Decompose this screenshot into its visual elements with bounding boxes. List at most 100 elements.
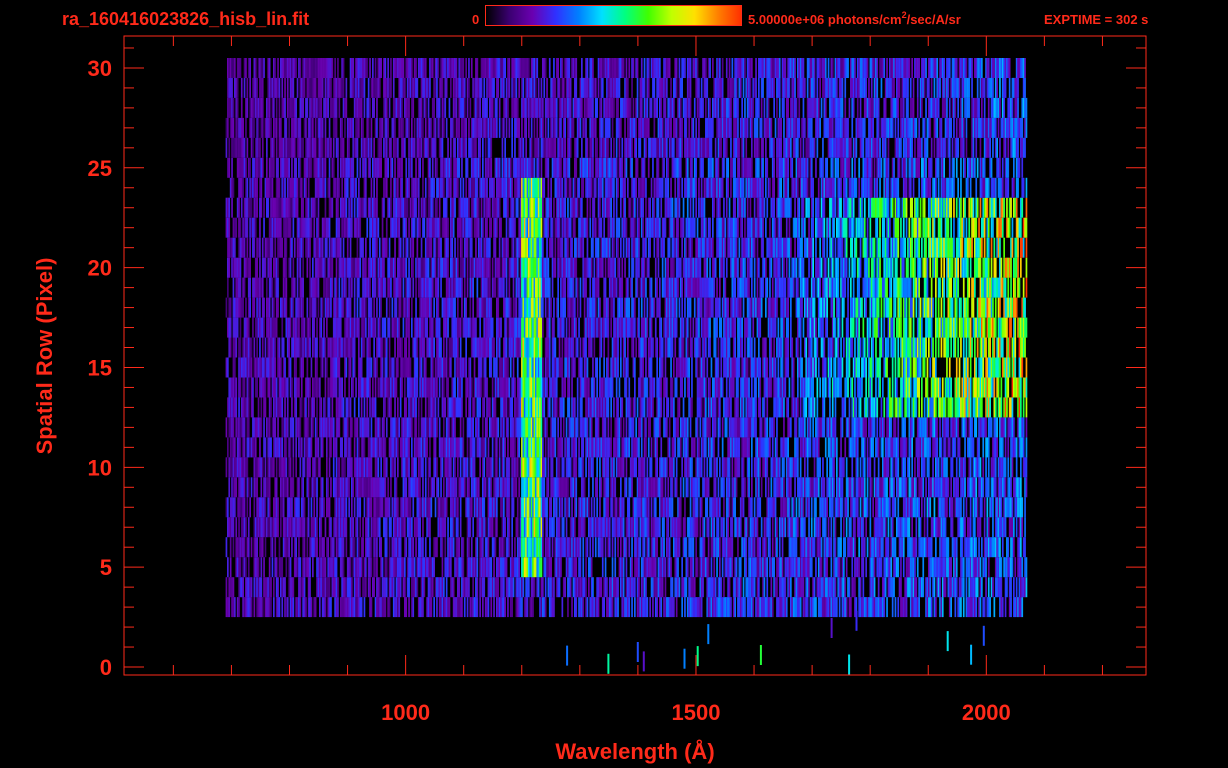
heatmap-cell (437, 577, 440, 598)
heatmap-cell (242, 437, 244, 458)
heatmap-cell (994, 497, 997, 518)
heatmap-cell (994, 437, 997, 458)
heatmap-cell (448, 477, 451, 498)
heatmap-cell (326, 497, 328, 518)
heatmap-cell (433, 377, 435, 398)
heatmap-cell (511, 537, 513, 558)
heatmap-cell (544, 457, 547, 478)
heatmap-cell (684, 577, 686, 598)
heatmap-cell (979, 577, 982, 598)
heatmap-cell (337, 397, 339, 418)
heatmap-cell (968, 597, 971, 618)
heatmap-cell (918, 417, 920, 438)
heatmap-cell (758, 557, 760, 578)
heatmap-cell (451, 517, 454, 538)
heatmap-cell (561, 437, 564, 458)
heatmap-cell (661, 537, 664, 558)
heatmap-cell (866, 477, 869, 498)
heatmap-cell (879, 557, 881, 578)
heatmap-cell (533, 377, 536, 398)
heatmap-cell (840, 577, 842, 598)
heatmap-cell (1000, 477, 1003, 498)
heatmap-cell (374, 597, 377, 618)
heatmap-cell (457, 377, 459, 398)
heatmap-cell (758, 577, 760, 598)
heatmap-cell (606, 577, 608, 598)
heatmap-cell (723, 477, 725, 498)
heatmap-cell (902, 497, 905, 518)
heatmap-cell (815, 517, 817, 538)
heatmap-cell (813, 517, 816, 538)
heatmap-cell (978, 377, 980, 398)
heatmap-cell (742, 537, 745, 558)
heatmap-cell (441, 597, 444, 618)
heatmap-cell (341, 577, 343, 598)
heatmap-cell (324, 557, 327, 578)
heatmap-cell (640, 557, 643, 578)
heatmap-cell (954, 537, 957, 558)
heatmap-cell (887, 517, 890, 538)
heatmap-cell (366, 517, 369, 538)
heatmap-cell (291, 417, 293, 438)
heatmap-cell (508, 497, 511, 518)
heatmap-cell (408, 457, 410, 478)
heatmap-cell (402, 577, 405, 598)
heatmap-cell (862, 517, 865, 538)
heatmap-cell (327, 557, 330, 578)
heatmap-cell (848, 397, 851, 418)
heatmap-cell (381, 557, 384, 578)
heatmap-cell (586, 537, 589, 558)
heatmap-cell (366, 377, 369, 398)
heatmap-cell (922, 577, 925, 598)
heatmap-cell (640, 577, 643, 598)
heatmap-cell (622, 457, 625, 478)
heatmap-cell (833, 577, 835, 598)
heatmap-cell (686, 477, 689, 498)
heatmap-cell (873, 457, 876, 478)
heatmap-cell (819, 457, 821, 478)
heatmap-cell (358, 397, 360, 418)
heatmap-cell (600, 577, 603, 598)
heatmap-cell (523, 557, 526, 578)
heatmap-cell (1018, 437, 1021, 458)
heatmap-cell (554, 477, 557, 498)
heatmap-cell (880, 517, 883, 538)
heatmap-cell (969, 417, 972, 438)
heatmap-cell (1018, 597, 1021, 618)
heatmap-cell (698, 377, 700, 398)
heatmap-cell (600, 377, 603, 398)
heatmap-cell (855, 557, 858, 578)
heatmap-cell (245, 517, 247, 538)
heatmap-cell (260, 477, 263, 498)
heatmap-cell (438, 417, 441, 438)
heatmap-cell (270, 437, 272, 458)
heatmap-cell (551, 377, 554, 398)
heatmap-cell (953, 577, 955, 598)
heatmap-cell (799, 417, 802, 438)
heatmap-cell (647, 537, 650, 558)
heatmap-cell (709, 497, 711, 518)
heatmap-cell (705, 377, 707, 398)
heatmap-cell (528, 377, 530, 398)
heatmap-cell (590, 497, 593, 518)
heatmap-cell (472, 517, 474, 538)
heatmap-cell (323, 557, 325, 578)
heatmap-cell (685, 537, 688, 558)
heatmap-cell (847, 417, 849, 438)
heatmap-cell (823, 417, 826, 438)
heatmap-cell (706, 597, 709, 618)
heatmap-cell (228, 517, 231, 538)
heatmap-cell (299, 577, 302, 598)
heatmap-cell (404, 497, 406, 518)
heatmap-cell (944, 377, 947, 398)
heatmap-cell (596, 457, 598, 478)
heatmap-cell (511, 437, 513, 458)
heatmap-cell (987, 557, 990, 578)
heatmap-cell (799, 597, 802, 618)
heatmap-cell (724, 417, 727, 438)
heatmap-cell (993, 377, 996, 398)
heatmap-cell (359, 377, 362, 398)
heatmap-cell (427, 497, 430, 518)
heatmap-cell (631, 537, 633, 558)
heatmap-cell (731, 517, 734, 538)
